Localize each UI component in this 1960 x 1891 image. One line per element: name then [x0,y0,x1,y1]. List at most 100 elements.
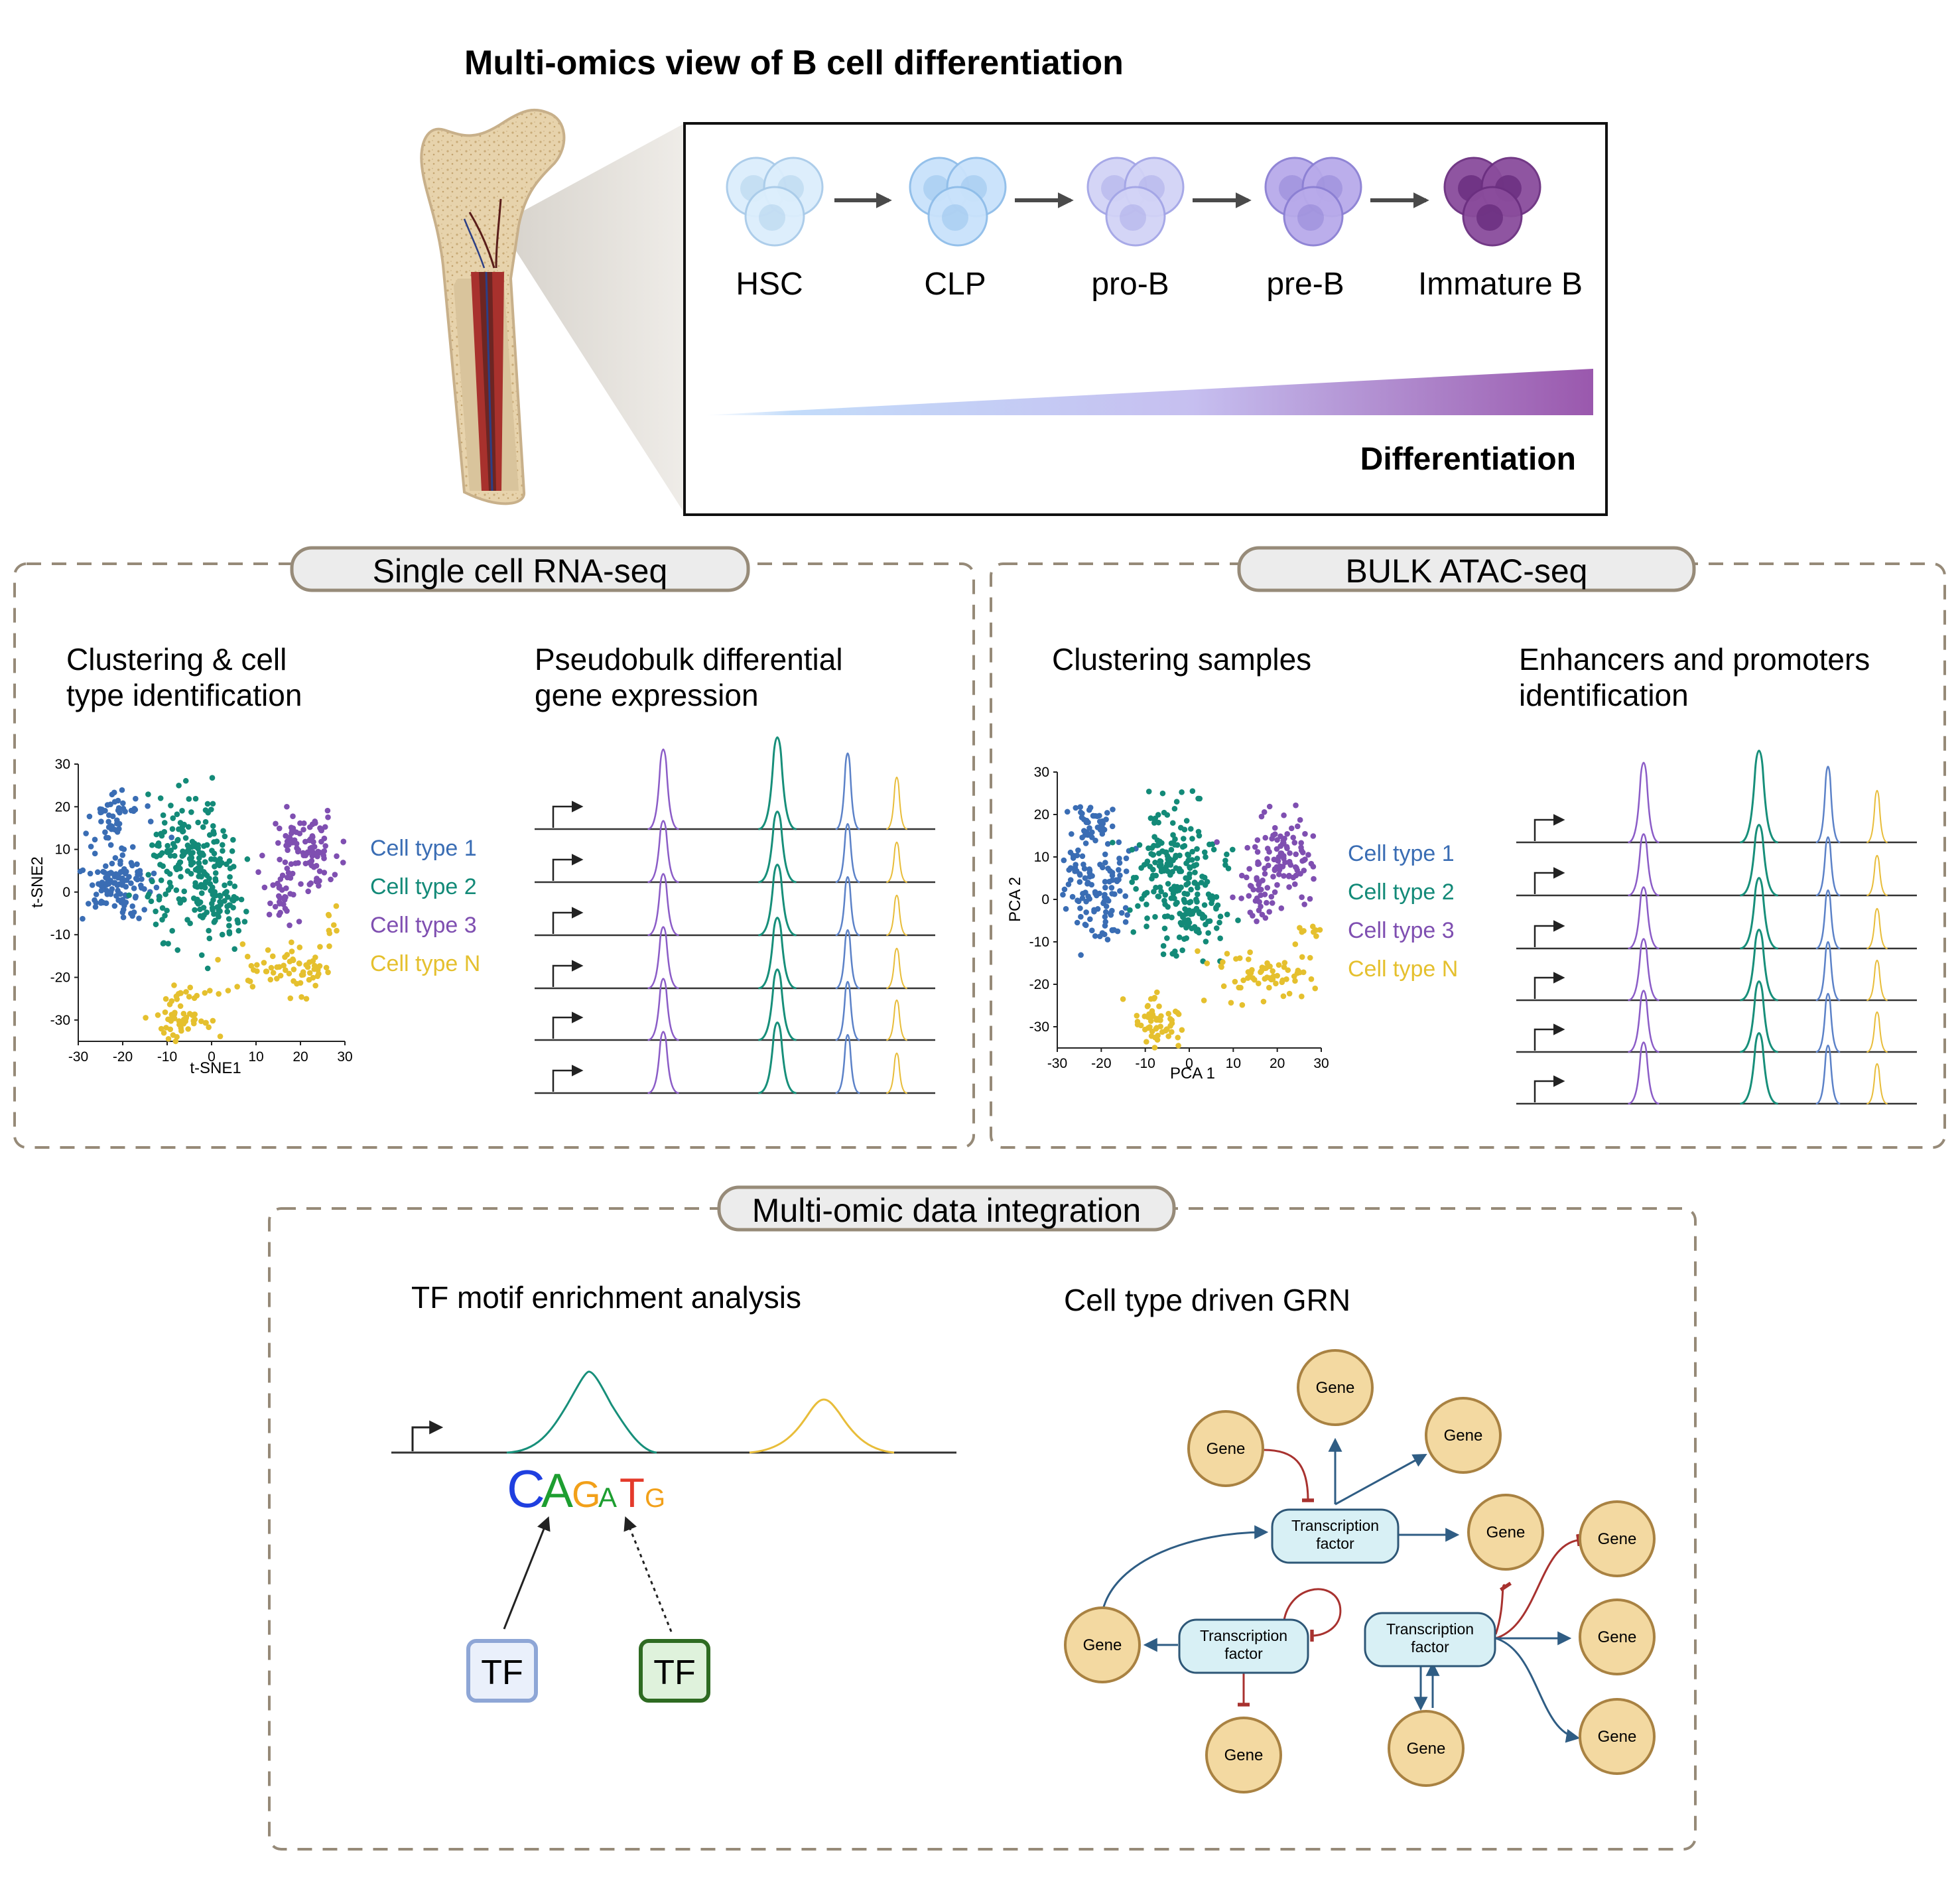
scatter-point [1122,919,1129,925]
scatter-point [310,958,316,964]
scatter-point [1224,851,1230,858]
scatter-point [1164,860,1171,867]
scatter-point [147,818,154,824]
scatter-point [309,848,316,855]
scatter-point [189,838,196,845]
scatter-point [1083,898,1089,905]
scatter-point [1179,844,1186,850]
scatter-point [1266,984,1272,991]
scatter-point [119,909,126,915]
scatter-point [1073,805,1079,811]
scatter-point [187,984,194,991]
grn-panel-title: Cell type driven GRN [1064,1283,1350,1317]
scatter-point [1201,902,1208,908]
scatter-point [267,900,273,907]
scatter-point [322,843,328,849]
scatter-point [1181,936,1187,942]
scatter-point [210,907,216,913]
scatter-point [1091,813,1097,819]
scatter-point [284,866,291,872]
scatter-point [297,820,303,826]
scatter-point [1294,823,1301,830]
scatter-point [1238,984,1244,991]
grn-gene-label: Gene [1598,1530,1637,1548]
scatter-point [243,908,249,915]
scatter-point [1274,837,1280,843]
scatter-point [1258,903,1264,909]
scatter-point [1077,879,1083,885]
scatter-point [1196,832,1203,839]
peak-cell-type-n [1866,907,1888,949]
scatter-point [1285,967,1291,973]
scatter-point [1089,927,1095,934]
scatter-point [1276,871,1282,878]
scatter-point [167,852,174,859]
scatter-point [1066,867,1073,873]
y-tick-label: 30 [1034,765,1049,780]
scatter-point [1078,952,1084,958]
grn-tf-node: Transcription factor [1271,1508,1400,1564]
scatter-point [1067,877,1074,883]
scatter-point [1167,872,1173,878]
scatter-point [181,888,188,895]
scatter-point [276,912,283,918]
scatter-point [1203,939,1209,945]
scatter-point [179,853,186,859]
tf-box-1-label: TF [481,1654,523,1692]
atac-tracks [1516,750,1917,1105]
tf-motif-panel-title: TF motif enrichment analysis [411,1280,801,1315]
scatter-point [1162,901,1168,907]
scatter-point [1264,885,1271,891]
scatter-point [83,830,89,836]
scatter-point [227,880,233,886]
peak-cell-type-3 [1628,938,1660,1002]
scatter-point [1157,858,1163,864]
integration-section-border [268,1207,1697,1851]
y-tick-label: -20 [50,970,70,986]
track-row [535,864,935,937]
scatter-point [277,901,283,907]
scatter-point [1292,941,1299,947]
scatter-point [196,855,202,861]
scatter-point [176,826,182,832]
scrna-panel1-title-line1: Clustering & cell [66,642,287,677]
scatter-point [1254,875,1260,881]
scatter-point [196,850,203,856]
scatter-point [1102,891,1108,898]
tsne-y-axis-label: t-SNE2 [29,856,46,907]
scatter-point [269,953,276,960]
scatter-point [175,991,182,997]
scatter-point [1104,937,1111,943]
scatter-point [88,843,94,850]
scatter-point [202,818,209,825]
grn-gene-label: Gene [1407,1740,1446,1758]
scatter-point [1175,1043,1181,1049]
scatter-point [153,908,159,915]
scatter-point [1169,1020,1175,1027]
track-row [535,811,935,883]
grn-gene-label: Gene [1207,1440,1246,1458]
scatter-point [1065,881,1072,887]
scatter-point [1174,842,1181,848]
scatter-point [1138,1022,1144,1029]
scatter-point [183,1015,189,1021]
scatter-point [188,862,194,868]
scatter-point [178,874,184,880]
scatter-point [1102,909,1109,915]
peak-cell-type-1 [835,876,860,937]
scatter-point [1188,886,1194,893]
scatter-point [1129,846,1136,853]
scatter-point [1102,897,1108,903]
scatter-point [210,822,216,829]
scatter-point [112,855,119,861]
scatter-point [1123,855,1130,862]
scatter-point [210,1017,216,1024]
scatter-point [1145,788,1152,795]
x-tick-label: 30 [1313,1056,1329,1071]
grn-gene-label: Gene [1598,1628,1637,1646]
scatter-point [286,970,293,977]
scatter-point [1268,893,1275,900]
peak-cell-type-n [886,894,907,936]
scatter-point [320,852,327,858]
tsne-x-axis-label: t-SNE1 [190,1059,241,1077]
